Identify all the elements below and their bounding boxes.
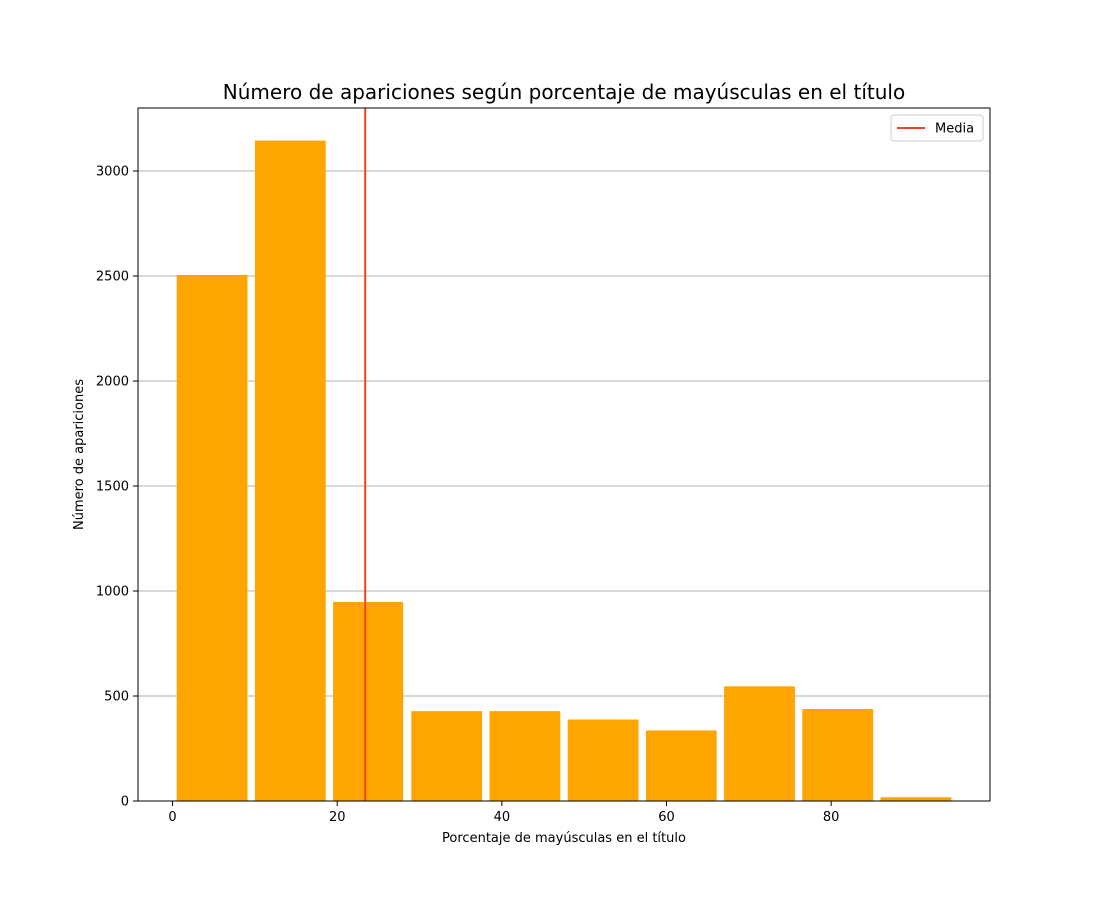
y-tick-label-5: 2500 xyxy=(96,270,129,285)
y-tick-label-4: 2000 xyxy=(96,375,129,390)
x-tick-label-4: 80 xyxy=(823,810,840,825)
x-axis-label: Porcentaje de mayúsculas en el título xyxy=(442,831,686,846)
y-tick-label-2: 1000 xyxy=(96,585,129,600)
bar-3 xyxy=(411,711,483,801)
y-axis-label: Número de apariciones xyxy=(72,379,87,530)
y-tick-label-3: 1500 xyxy=(96,480,129,495)
x-tick-label-1: 20 xyxy=(329,810,346,825)
bar-6 xyxy=(645,730,717,801)
legend: Media xyxy=(890,114,984,142)
y-axis-ticks: 0 500 1000 1500 2000 2500 3000 xyxy=(96,165,138,810)
y-tick-label-6: 3000 xyxy=(96,165,129,180)
bar-0 xyxy=(176,274,248,801)
bar-1 xyxy=(254,140,326,802)
bar-7 xyxy=(724,686,795,801)
bar-5 xyxy=(567,719,639,801)
bar-9 xyxy=(880,797,952,801)
legend-label-media: Media xyxy=(935,122,974,137)
bar-8 xyxy=(802,709,874,801)
x-axis-ticks: 0 20 40 60 80 xyxy=(168,801,839,825)
bars xyxy=(176,140,952,802)
chart-title: Número de apariciones según porcentaje d… xyxy=(223,80,905,104)
x-tick-label-2: 40 xyxy=(494,810,511,825)
bar-2 xyxy=(333,601,404,801)
y-tick-label-1: 500 xyxy=(104,690,129,705)
x-tick-label-3: 60 xyxy=(658,810,675,825)
bar-4 xyxy=(489,711,561,801)
x-tick-label-0: 0 xyxy=(168,810,176,825)
y-tick-label-0: 0 xyxy=(121,795,129,810)
plot-frame xyxy=(137,107,991,802)
legend-box xyxy=(890,114,984,142)
